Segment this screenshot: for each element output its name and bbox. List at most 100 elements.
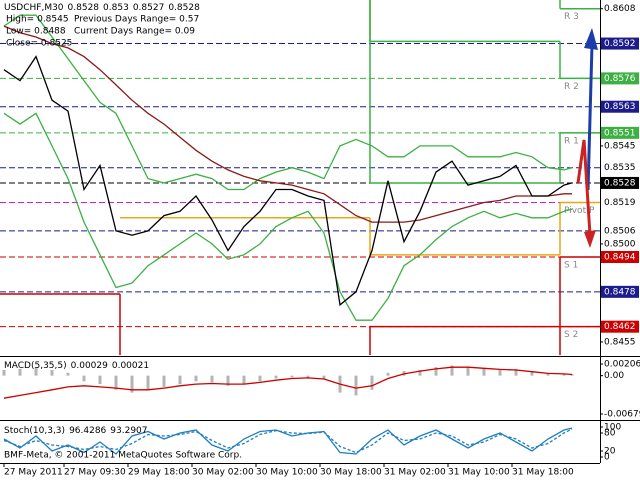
x-tick-label: 31 May 10:00	[448, 468, 510, 478]
y-tick-label: 0.8500	[604, 239, 636, 249]
x-tick-label: 30 May 10:00	[256, 468, 318, 478]
level-label: 0.8551	[604, 128, 636, 138]
indicator-name: MACD(5,35,5)	[4, 361, 67, 371]
indicator-value: 93.2907	[110, 426, 147, 436]
y-tick-label: 0.00206	[604, 360, 640, 370]
bar	[434, 367, 438, 376]
level-label: 0.8506	[604, 226, 636, 236]
indicator-value: 0.00021	[112, 361, 149, 371]
bar	[162, 375, 166, 387]
series-line	[3, 25, 572, 223]
bar	[34, 367, 38, 376]
series-line	[3, 112, 573, 321]
bar	[570, 374, 574, 376]
series-line	[3, 14, 573, 191]
level-box	[601, 100, 639, 113]
bar	[178, 375, 182, 385]
level-label: 0.8462	[604, 322, 636, 332]
bar	[290, 375, 294, 378]
pivot-label: S 2	[564, 330, 578, 340]
series-line	[3, 55, 573, 307]
bar	[450, 365, 454, 376]
info-text: Low= 0.8488	[6, 27, 66, 37]
bar	[418, 369, 422, 376]
bar	[386, 372, 390, 376]
bar	[322, 375, 326, 380]
bar	[274, 375, 278, 379]
arrow-head	[584, 28, 598, 50]
level-box	[601, 37, 639, 50]
pivot-label: R 1	[564, 136, 579, 146]
y-tick-label: 0.8608	[604, 4, 636, 14]
bar	[370, 375, 374, 390]
level-box	[601, 176, 639, 189]
level-box	[601, 72, 639, 85]
info-text: High= 0.8545	[6, 15, 69, 25]
info-text: Close= 0.8525	[6, 39, 72, 49]
bar	[226, 375, 230, 386]
level-label: 0.8519	[604, 198, 636, 208]
arrow-head	[584, 230, 596, 248]
forecast-arrow	[586, 44, 594, 191]
bar	[98, 375, 102, 385]
x-tick-label: 30 May 18:00	[320, 468, 382, 478]
bar	[530, 372, 534, 376]
plot-layer: R 3 R 2 R 1 Pivot P S 1 S 2	[0, 0, 600, 455]
bar	[194, 375, 198, 382]
bar	[514, 368, 518, 376]
level-label: 0.8494	[604, 252, 636, 262]
bar	[258, 375, 262, 382]
chart-title: USDCHF,M30 0.8528 0.853 0.8527 0.8528	[4, 3, 200, 13]
y-tick-label: 100	[604, 423, 621, 433]
pivot-label: R 3	[564, 12, 579, 22]
bar	[242, 375, 246, 385]
y-tick-label: 0.00	[604, 371, 624, 381]
info-text: Current Days Range= 0.09	[74, 27, 195, 37]
bar	[354, 375, 358, 396]
bar	[50, 369, 54, 376]
bar	[210, 375, 214, 383]
x-tick-label: 27 May 2011	[4, 468, 63, 478]
level-label: 0.8592	[604, 39, 636, 49]
copyright: BMF-Meta, © 2001-2011 MetaQuotes Softwar…	[4, 451, 242, 461]
x-tick-label: 27 May 09:30	[64, 468, 126, 478]
indicator-title: MACD(5,35,5) 0.00029 0.00021	[4, 361, 149, 371]
x-tick-label: 31 May 02:00	[384, 468, 446, 478]
pivot-label: R 2	[564, 82, 579, 92]
x-tick-label: 30 May 02:00	[192, 468, 254, 478]
series-line	[3, 427, 573, 455]
symbol: USDCHF,M30	[4, 3, 64, 13]
y-tick-label: 0.8455	[604, 337, 636, 347]
forecast-arrow	[576, 139, 592, 236]
level-label: 0.8576	[604, 74, 636, 84]
series-line	[3, 366, 573, 399]
pivot-label: S 1	[564, 260, 578, 270]
level-label: 0.8528	[604, 178, 636, 188]
bar	[498, 369, 502, 376]
close: 0.8528	[168, 3, 200, 13]
high: 0.853	[103, 3, 129, 13]
level-box	[601, 285, 639, 298]
bar	[114, 375, 118, 390]
y-tick-label: 0	[604, 453, 610, 463]
indicator-title: Stoch(10,3,3) 96.4286 93.2907	[4, 426, 148, 436]
level-label: 0.8535	[604, 163, 636, 173]
bar	[562, 373, 566, 376]
pivot-label: Pivot P	[564, 206, 595, 216]
level-box	[601, 250, 639, 263]
info-text: Previous Days Range= 0.57	[74, 15, 199, 25]
bar	[66, 372, 70, 376]
bar	[146, 375, 150, 390]
y-tick-label: -0.00679	[604, 410, 640, 420]
bar	[482, 368, 486, 376]
x-tick-label: 31 May 18:00	[512, 468, 574, 478]
y-tick-label: 20	[604, 447, 616, 457]
bar	[306, 375, 310, 378]
bar	[2, 369, 6, 376]
x-tick-label: 29 May 18:00	[128, 468, 190, 478]
bar	[466, 367, 470, 376]
y-tick-label: 80	[604, 429, 616, 439]
level-label: 0.8478	[604, 287, 636, 297]
